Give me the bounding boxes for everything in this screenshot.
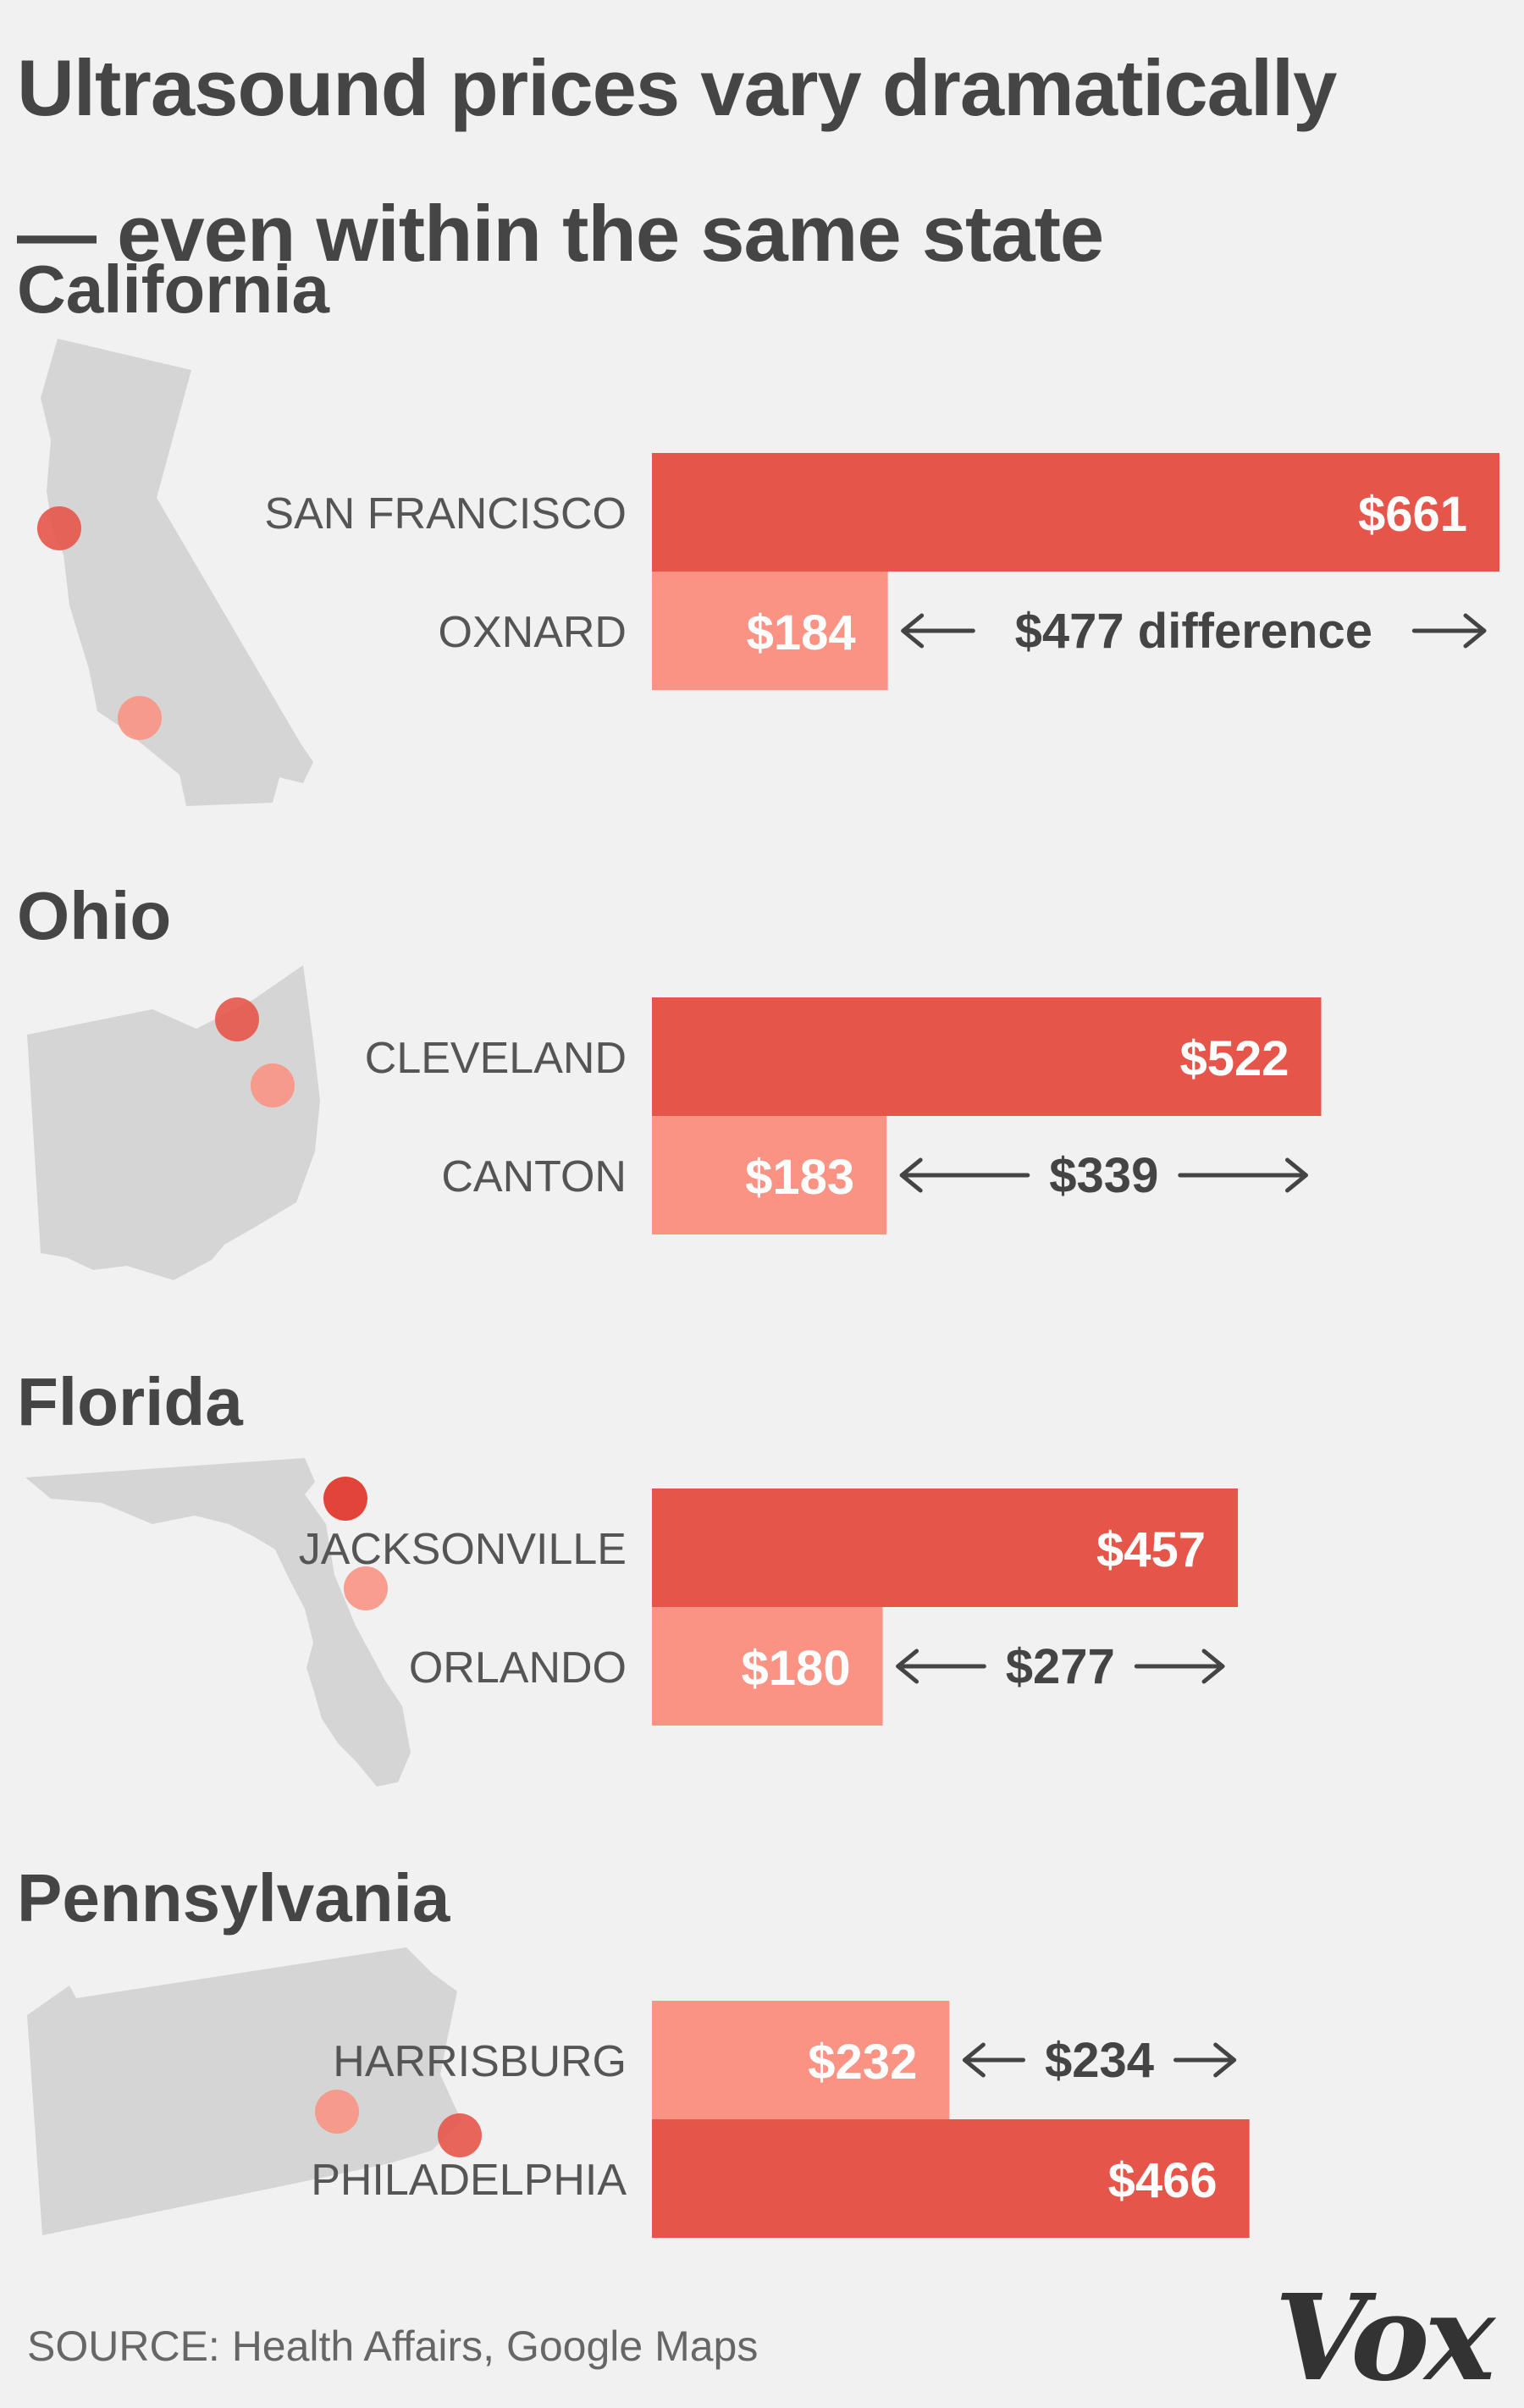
difference-arrow-right-1 bbox=[1178, 1157, 1308, 1193]
value-label-cleveland: $522 bbox=[1179, 1031, 1289, 1086]
category-label-orlando: ORLANDO bbox=[409, 1643, 627, 1693]
value-label-philadelphia: $466 bbox=[1108, 2153, 1218, 2208]
difference-arrow-left-3 bbox=[962, 2042, 1026, 2078]
bar-orlando bbox=[652, 1607, 883, 1726]
state-heading-florida: Florida bbox=[17, 1364, 243, 1439]
pennsylvania-map-icon bbox=[27, 1947, 482, 2235]
category-label-jacksonville: JACKSONVILLE bbox=[299, 1525, 627, 1574]
difference-arrow-left-1 bbox=[899, 1157, 1030, 1193]
difference-label-2: $277 bbox=[1006, 1639, 1115, 1694]
category-label-san-francisco: SAN FRANCISCO bbox=[264, 489, 627, 538]
category-label-philadelphia: PHILADELPHIA bbox=[311, 2156, 627, 2205]
value-label-canton: $183 bbox=[745, 1150, 854, 1205]
chart-title: Ultrasound prices vary dramatically — ev… bbox=[17, 15, 1516, 307]
title-line-2: — even within the same state bbox=[17, 189, 1104, 278]
bar-harrisburg bbox=[652, 2001, 950, 2119]
ohio-map-icon bbox=[27, 965, 320, 1280]
california-map-icon bbox=[37, 339, 313, 806]
value-label-oxnard: $184 bbox=[747, 605, 856, 660]
difference-arrow-right-2 bbox=[1134, 1649, 1225, 1684]
value-label-jacksonville: $457 bbox=[1096, 1522, 1206, 1577]
category-label-harrisburg: HARRISBURG bbox=[333, 2037, 627, 2086]
title-line-1: Ultrasound prices vary dramatically bbox=[17, 43, 1337, 132]
value-label-san-francisco: $661 bbox=[1358, 487, 1467, 542]
bar-philadelphia bbox=[652, 2119, 1250, 2238]
bar-san-francisco bbox=[652, 453, 1499, 572]
difference-label-1: $339 bbox=[1049, 1148, 1158, 1203]
value-label-harrisburg: $232 bbox=[808, 2035, 917, 2090]
bar-jacksonville bbox=[652, 1488, 1239, 1607]
bar-cleveland bbox=[652, 997, 1322, 1116]
state-heading-ohio: Ohio bbox=[17, 878, 172, 953]
difference-label-0: $477 difference bbox=[1015, 604, 1372, 659]
source-note: SOURCE: Health Affairs, Google Maps bbox=[27, 2322, 759, 2370]
category-label-oxnard: OXNARD bbox=[439, 608, 627, 657]
state-heading-california: California bbox=[17, 251, 329, 327]
bar-canton bbox=[652, 1116, 887, 1234]
difference-label-3: $234 bbox=[1045, 2033, 1154, 2088]
category-label-canton: CANTON bbox=[441, 1152, 627, 1201]
difference-arrow-right-0 bbox=[1411, 613, 1487, 649]
difference-arrow-left-0 bbox=[901, 613, 975, 649]
bar-oxnard bbox=[652, 572, 888, 690]
difference-arrow-right-3 bbox=[1173, 2042, 1237, 2078]
florida-map-icon bbox=[25, 1458, 411, 1787]
difference-arrow-left-2 bbox=[896, 1649, 986, 1684]
state-heading-pennsylvania: Pennsylvania bbox=[17, 1860, 450, 1936]
value-label-orlando: $180 bbox=[742, 1641, 851, 1696]
category-label-cleveland: CLEVELAND bbox=[365, 1034, 627, 1083]
vox-logo: Vox bbox=[1274, 2269, 1495, 2408]
